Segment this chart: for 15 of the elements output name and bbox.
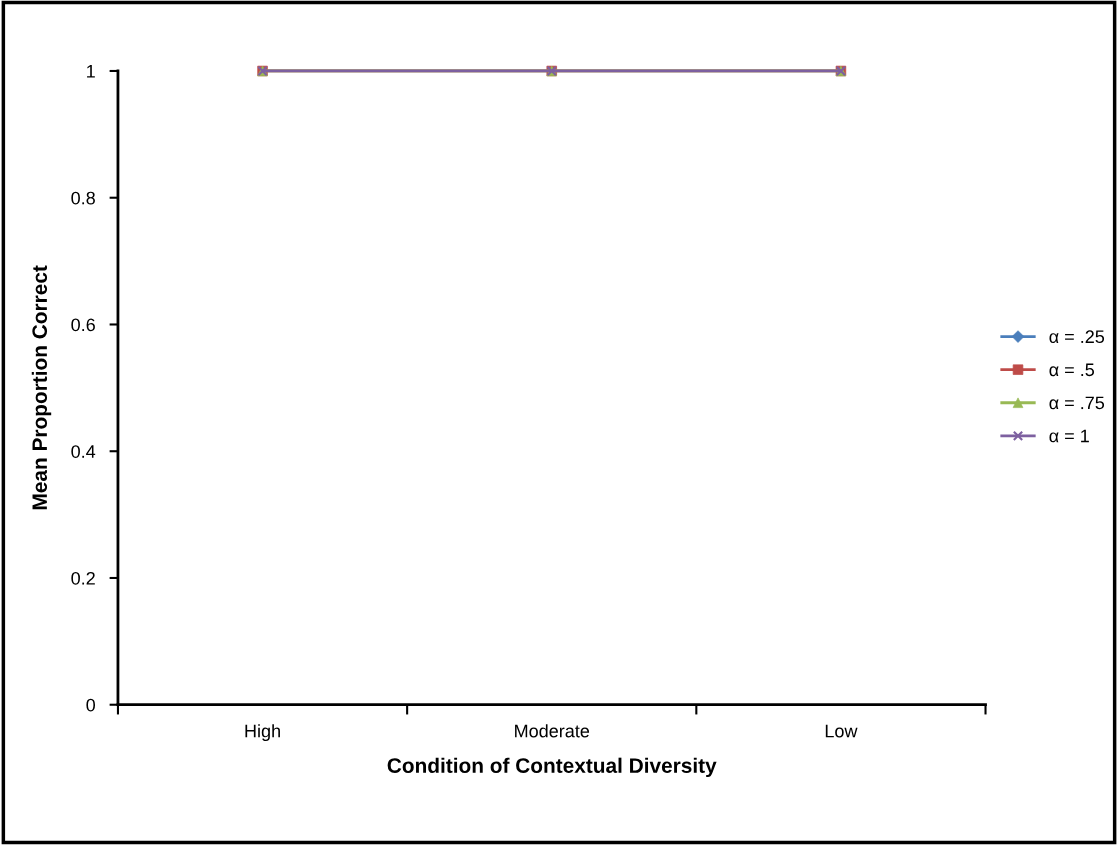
legend-label: α = .75 <box>1049 396 1105 410</box>
x-axis-title: Condition of Contextual Diversity <box>387 757 717 778</box>
y-tick-label: 1 <box>87 65 95 78</box>
legend-label: α = 1 <box>1049 429 1089 443</box>
x-tick-label: Moderate <box>515 724 590 738</box>
x-tick-label: Low <box>825 724 858 738</box>
x-tick-label: High <box>245 724 280 742</box>
y-tick-label: 0.6 <box>71 318 95 332</box>
y-tick-label: 0.8 <box>71 191 95 205</box>
legend-label: α = .25 <box>1049 330 1105 344</box>
y-axis-title: Mean Proportion Correct <box>31 265 52 510</box>
y-tick-label: 0 <box>86 698 96 712</box>
legend-label: α = .5 <box>1049 363 1095 377</box>
y-tick-label: 0.4 <box>71 445 96 458</box>
y-tick-label: 0.2 <box>71 571 95 585</box>
